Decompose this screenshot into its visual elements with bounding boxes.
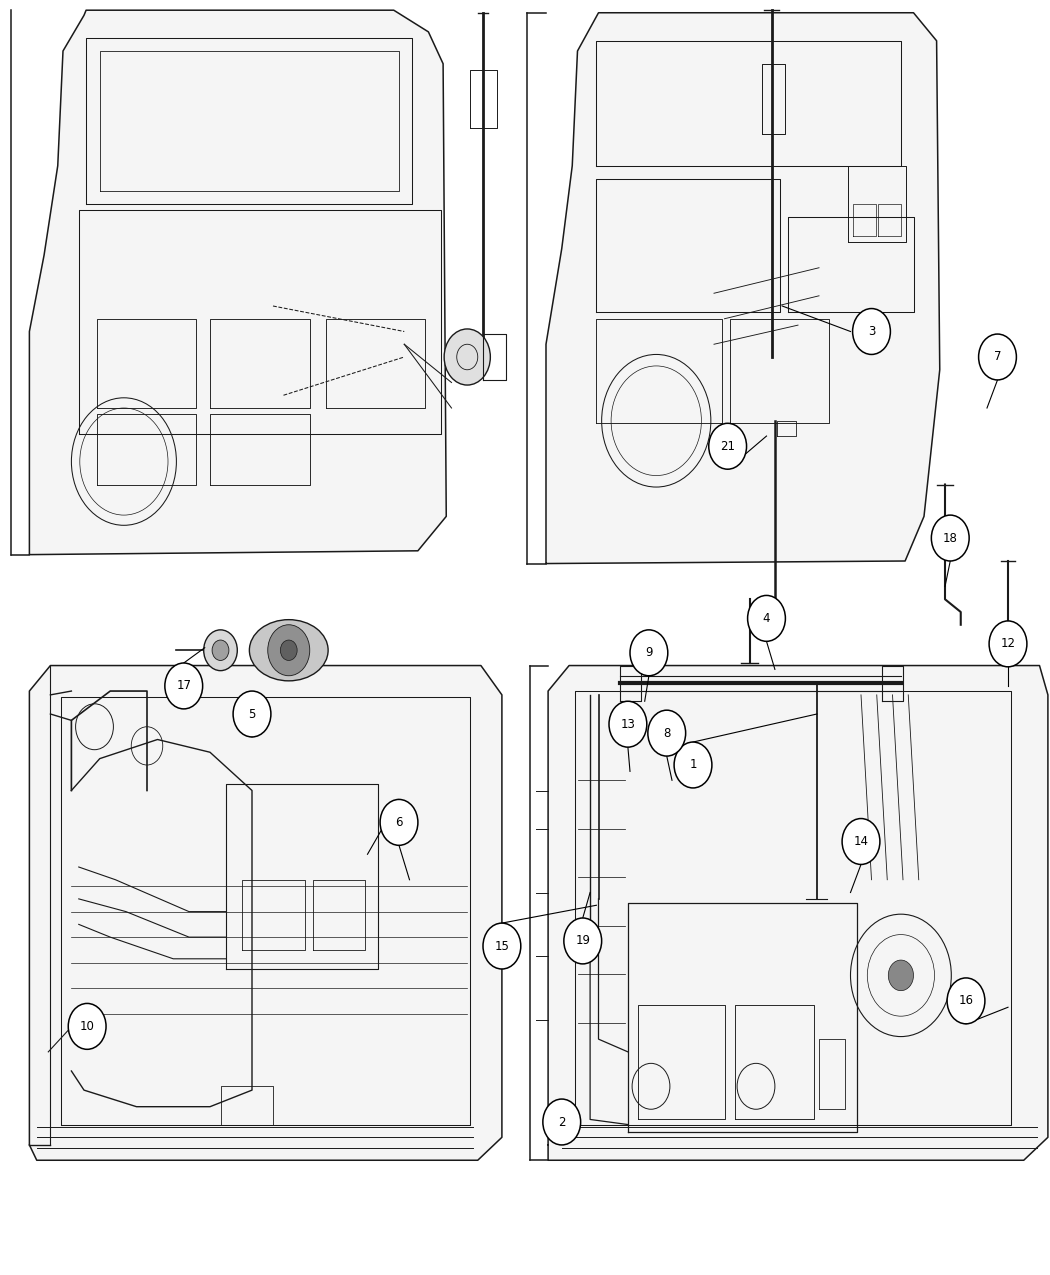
Circle shape: [380, 799, 418, 845]
Text: 17: 17: [176, 680, 191, 692]
Text: 16: 16: [959, 994, 973, 1007]
Circle shape: [165, 663, 203, 709]
Polygon shape: [548, 666, 1048, 1160]
Text: 21: 21: [720, 440, 735, 453]
Circle shape: [947, 978, 985, 1024]
Text: 8: 8: [663, 727, 671, 739]
Circle shape: [564, 918, 602, 964]
Text: 15: 15: [495, 940, 509, 952]
Circle shape: [709, 423, 747, 469]
Circle shape: [444, 329, 490, 385]
Text: 3: 3: [867, 325, 876, 338]
Circle shape: [888, 960, 914, 991]
Circle shape: [280, 640, 297, 660]
Circle shape: [483, 923, 521, 969]
Text: 18: 18: [943, 532, 958, 544]
Polygon shape: [29, 666, 502, 1160]
Circle shape: [233, 691, 271, 737]
Polygon shape: [546, 13, 940, 564]
Ellipse shape: [250, 620, 328, 681]
Circle shape: [68, 1003, 106, 1049]
Text: 2: 2: [558, 1116, 566, 1128]
Circle shape: [853, 309, 890, 354]
Circle shape: [748, 595, 785, 641]
Text: 4: 4: [762, 612, 771, 625]
Text: 10: 10: [80, 1020, 94, 1033]
Polygon shape: [29, 10, 446, 555]
Circle shape: [78, 1005, 103, 1035]
Circle shape: [543, 1099, 581, 1145]
Circle shape: [979, 334, 1016, 380]
Text: 6: 6: [395, 816, 403, 829]
Circle shape: [989, 621, 1027, 667]
Circle shape: [609, 701, 647, 747]
Circle shape: [212, 640, 229, 660]
Circle shape: [630, 630, 668, 676]
Circle shape: [204, 630, 237, 671]
Text: 12: 12: [1001, 638, 1015, 650]
Text: 5: 5: [248, 708, 256, 720]
Circle shape: [842, 819, 880, 864]
Text: 7: 7: [993, 351, 1002, 363]
Circle shape: [674, 742, 712, 788]
Text: 1: 1: [689, 759, 697, 771]
Text: 13: 13: [621, 718, 635, 731]
Circle shape: [268, 625, 310, 676]
Text: 19: 19: [575, 935, 590, 947]
Text: 9: 9: [645, 646, 653, 659]
Text: 14: 14: [854, 835, 868, 848]
Circle shape: [931, 515, 969, 561]
Circle shape: [648, 710, 686, 756]
